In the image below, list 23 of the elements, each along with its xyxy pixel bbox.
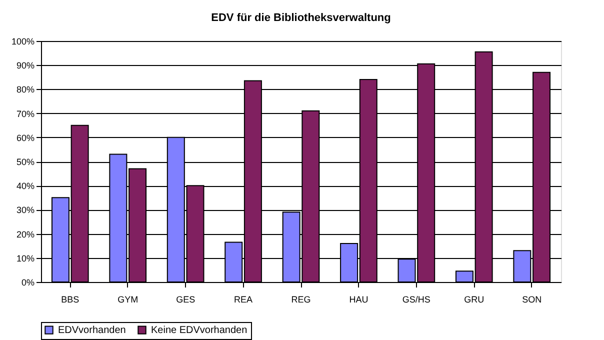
x-tick-label: GYM [118,294,138,304]
legend-label: Keine EDVvorhanden [151,325,248,336]
y-tick-label: 0% [21,278,34,288]
y-tick-label: 90% [16,60,34,71]
x-tick-label: BBS [61,294,80,304]
x-tick-label: REG [291,294,311,304]
x-tick-label: GS/HS [402,294,430,304]
y-tick-label: 50% [16,157,34,167]
x-tick-label: SON [522,294,542,304]
y-tick-label: 20% [16,229,34,240]
legend-label: EDVvorhanden [58,325,126,336]
y-tick-label: 30% [16,205,34,216]
chart-title: EDV für die Bibliotheksverwaltung [211,12,391,24]
x-tick-label: HAU [349,294,368,304]
y-tick-label: 70% [16,108,34,119]
x-tick-label: GES [176,294,196,304]
y-tick-label: 10% [16,253,34,264]
y-tick-label: 40% [16,181,34,192]
y-tick-label: 60% [16,132,34,143]
y-tick-label: 100% [11,36,34,46]
y-tick-label: 80% [16,84,34,95]
x-tick-label: GRU [464,294,484,304]
x-tick-label: REA [234,294,253,304]
